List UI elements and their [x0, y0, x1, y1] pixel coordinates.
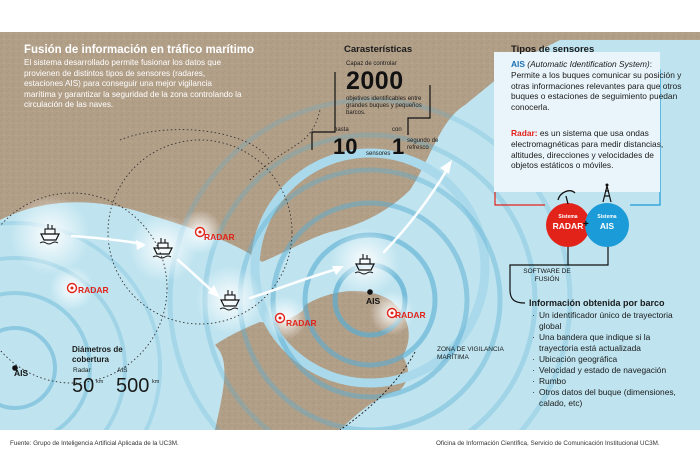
coverage-ais-unit: km: [152, 379, 160, 385]
coverage-ais-value: 500: [116, 375, 150, 397]
coverage-radar-label: Radar: [73, 367, 91, 374]
ais-label: AIS: [366, 296, 381, 306]
footer-source: Fuente: Grupo de Inteligencia Artificial…: [10, 440, 179, 447]
radar-label: RADAR: [395, 310, 426, 320]
system-radar-label: RADAR: [552, 221, 584, 231]
radar-markers: [66, 226, 398, 324]
zone-label: ZONA DE VIGILANCIA MARÍTIMA: [437, 346, 504, 361]
system-ais-small: Sistema: [597, 214, 617, 220]
coverage-radar-unit: km: [96, 379, 104, 385]
list-item: Otros datos del buque (dimensiones, cala…: [532, 387, 677, 409]
page-title: Fusión de información en tráfico marítim…: [24, 44, 255, 56]
radar-description: Radar: es un sistema que usa ondas elect…: [511, 128, 683, 171]
maritime-map: [0, 32, 700, 430]
radar-term: Radar:: [511, 128, 538, 138]
ship-icon: [152, 238, 173, 259]
radar-marker: [66, 282, 78, 294]
ais-markers: [12, 289, 373, 371]
ais-expansion: (Automatic Identification System): [527, 59, 650, 69]
list-item: Una bandera que indique si la trayectori…: [532, 332, 677, 354]
ais-description: AIS (Automatic Identification System): P…: [511, 59, 683, 113]
radar-marker: [194, 226, 206, 238]
refresh-label: segundo de refresco: [407, 138, 439, 151]
sensor-box: [494, 52, 660, 192]
with-label: con: [392, 127, 402, 133]
radar-label: RADAR: [78, 285, 109, 295]
sensor-types-heading: Tipos de sensores: [511, 44, 595, 55]
ais-term: AIS: [511, 59, 525, 69]
refresh-value: 1: [392, 134, 405, 159]
footer-credit: Oficina de Información Científica, Servi…: [436, 440, 660, 447]
characteristics-heading: Carasterísticas: [344, 44, 413, 55]
radar-marker: [274, 312, 286, 324]
ships: [39, 224, 375, 311]
radar-text: es un sistema que usa ondas electromagné…: [511, 128, 664, 171]
info-list: Un identificador único de trayectoria gl…: [532, 310, 677, 409]
list-item: Ubicación geográfica: [532, 354, 677, 365]
ais-label: AIS: [14, 368, 29, 378]
coverage-radar-value: 50: [72, 375, 95, 397]
info-heading: Información obtenida por barco: [529, 298, 665, 308]
coverage-ais-label: AIS: [117, 367, 128, 374]
radar-marker: [386, 307, 398, 319]
ship-icon: [39, 224, 60, 245]
ship-icon: [219, 290, 240, 311]
radar-label: RADAR: [204, 232, 235, 242]
fusion-software-label: SOFTWARE DE FUSIÓN: [523, 268, 571, 283]
plus-sign: +: [583, 219, 589, 230]
system-radar-small: Sistema: [558, 214, 578, 220]
capacity-prefix: Capaz de controlar: [346, 61, 397, 67]
up-to-label: hasta: [334, 127, 349, 133]
sensors-label: sensores: [366, 151, 391, 157]
list-item: Un identificador único de trayectoria gl…: [532, 310, 677, 332]
ship-icon: [354, 254, 375, 275]
capacity-value: 2000: [346, 67, 404, 95]
zone-boundary: [339, 351, 416, 430]
sensors-value: 10: [333, 134, 358, 159]
intro-text: El sistema desarrollado permite fusionar…: [24, 58, 242, 110]
ais-text: : Permite a los buques comunicar su posi…: [511, 59, 682, 113]
list-item: Rumbo: [532, 376, 677, 387]
system-circles: [546, 183, 629, 247]
list-item: Velocidad y estado de navegación: [532, 365, 677, 376]
radar-label: RADAR: [286, 318, 317, 328]
coverage-heading: Diámetros de cobertura: [72, 345, 123, 364]
capacity-suffix: objetivos identificables entre grandes b…: [346, 96, 422, 116]
system-ais-label: AIS: [599, 221, 615, 231]
